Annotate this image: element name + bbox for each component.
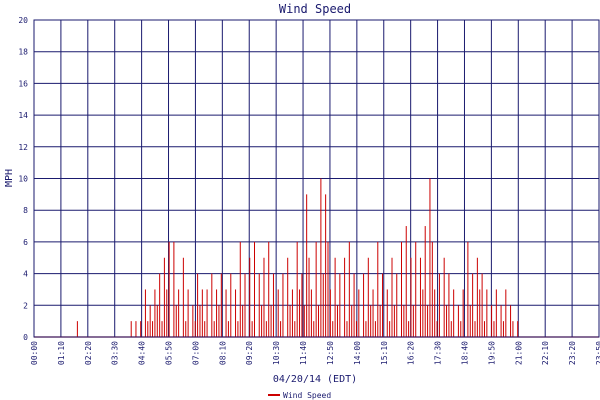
- x-tick-label: 16:20: [407, 341, 416, 365]
- y-tick-label: 2: [23, 301, 28, 310]
- y-tick-label: 20: [18, 16, 28, 25]
- x-axis-label: 04/20/14 (EDT): [273, 374, 357, 385]
- y-tick-label: 8: [23, 206, 28, 215]
- x-tick-label: 05:50: [165, 341, 174, 365]
- x-tick-label: 02:20: [84, 341, 93, 365]
- y-tick-label: 18: [18, 48, 28, 57]
- x-tick-label: 04:40: [138, 341, 147, 365]
- x-tick-label: 23:20: [568, 341, 577, 365]
- x-tick-label: 17:30: [434, 341, 443, 365]
- x-tick-label: 09:20: [245, 341, 254, 365]
- x-tick-label: 21:00: [514, 341, 523, 365]
- x-tick-label: 03:30: [111, 341, 120, 365]
- x-tick-label: 11:40: [299, 341, 308, 365]
- y-tick-label: 14: [18, 111, 28, 120]
- x-tick-label: 22:10: [541, 341, 550, 365]
- y-axis-label: MPH: [4, 169, 15, 187]
- y-tick-label: 12: [18, 143, 28, 152]
- x-tick-label: 12:50: [326, 341, 335, 365]
- x-tick-label: 10:30: [272, 341, 281, 365]
- x-tick-label: 14:00: [353, 341, 362, 365]
- x-tick-label: 01:10: [57, 341, 66, 365]
- x-tick-label: 15:10: [380, 341, 389, 365]
- x-tick-label: 00:00: [30, 341, 39, 365]
- x-tick-label: 08:10: [218, 341, 227, 365]
- x-tick-label: 23:50: [595, 341, 600, 365]
- y-tick-labels: 0 2 4 6 8 10 12 14 16 18 20: [18, 16, 28, 342]
- x-tick-label: 18:40: [460, 341, 469, 365]
- x-tick-label: 19:50: [487, 341, 496, 365]
- chart-title: Wind Speed: [279, 2, 351, 16]
- x-tick-label: 07:00: [191, 341, 200, 365]
- legend-label: Wind Speed: [283, 391, 331, 400]
- legend: Wind Speed: [268, 391, 331, 400]
- plot-frame: [33, 19, 600, 338]
- y-tick-label: 4: [23, 270, 28, 279]
- y-tick-label: 0: [23, 333, 28, 342]
- y-tick-label: 6: [23, 238, 28, 247]
- y-tick-label: 10: [18, 175, 28, 184]
- y-tick-label: 16: [18, 79, 28, 88]
- x-tick-labels: 00:00 01:10 02:20 03:30 04:40 05:50 07:00 08:10…: [30, 341, 600, 365]
